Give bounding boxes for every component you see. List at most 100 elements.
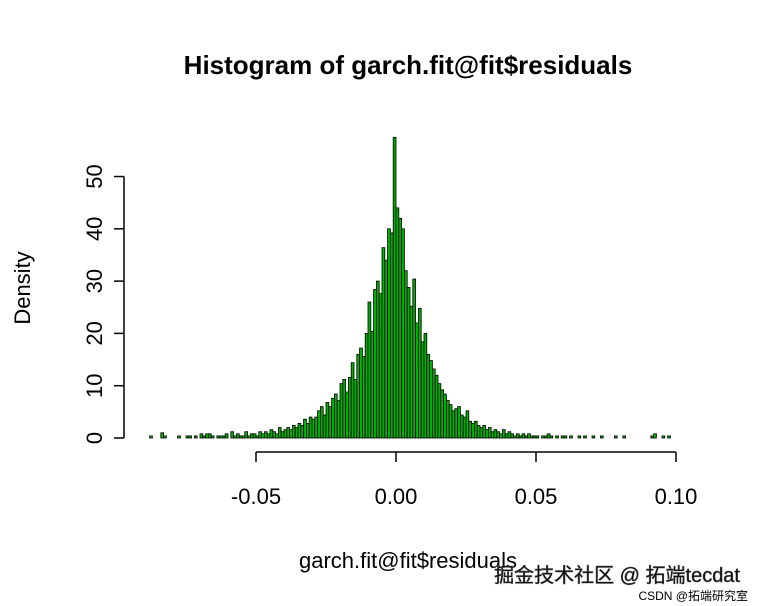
bar <box>535 435 540 439</box>
y-tick-label: 30 <box>82 269 107 293</box>
bar <box>177 435 181 439</box>
bar <box>289 429 293 439</box>
bar <box>600 435 604 439</box>
bar <box>336 399 341 439</box>
bar <box>417 307 422 439</box>
bar <box>322 414 327 439</box>
bar <box>188 435 193 439</box>
bar <box>333 393 338 439</box>
x-tick-label: 0.05 <box>515 484 558 509</box>
bar <box>650 435 654 439</box>
bar <box>395 207 400 439</box>
bar <box>199 433 204 439</box>
bar <box>398 217 402 439</box>
bar <box>241 435 246 439</box>
bar <box>429 360 433 439</box>
bar <box>479 427 484 439</box>
bar <box>420 341 425 439</box>
bar <box>266 433 271 439</box>
bar <box>468 420 472 439</box>
bar <box>216 435 221 439</box>
bar <box>149 435 153 439</box>
bar <box>667 435 671 439</box>
bar <box>544 435 548 439</box>
bar <box>345 391 349 439</box>
bar <box>501 429 506 439</box>
bar <box>207 433 212 439</box>
bar <box>210 435 215 439</box>
bar <box>499 433 503 439</box>
bar <box>272 431 276 439</box>
bar <box>445 399 450 439</box>
bar <box>403 270 408 439</box>
bar <box>205 433 209 439</box>
bar <box>451 410 456 439</box>
x-tick-label: -0.05 <box>231 484 281 509</box>
y-tick-label: 50 <box>82 164 107 188</box>
bar <box>583 435 587 439</box>
bar <box>291 425 296 439</box>
bar <box>252 433 257 439</box>
bar <box>378 293 383 439</box>
bar <box>653 433 657 439</box>
bar <box>518 435 523 439</box>
bar <box>521 433 526 439</box>
y-tick-label: 20 <box>82 321 107 345</box>
bar <box>496 431 500 439</box>
bar <box>516 433 520 439</box>
bar <box>549 435 554 439</box>
bar <box>406 286 411 439</box>
bar <box>482 425 486 439</box>
bar <box>555 435 559 439</box>
bar <box>233 435 237 439</box>
bar <box>530 435 534 439</box>
y-tick-label: 40 <box>82 217 107 241</box>
bar <box>328 406 332 439</box>
bar <box>392 136 397 439</box>
bar <box>426 353 430 439</box>
bar <box>202 435 207 439</box>
bar <box>493 429 498 439</box>
bar <box>440 389 444 439</box>
bar <box>434 374 439 439</box>
bar <box>415 322 419 439</box>
bar <box>473 420 478 439</box>
bar <box>160 432 165 439</box>
bar <box>249 433 254 439</box>
bar <box>300 425 304 439</box>
bar <box>247 435 251 439</box>
bar <box>305 422 310 439</box>
bar <box>569 435 573 439</box>
bar <box>622 435 626 439</box>
bar <box>459 414 464 439</box>
bar <box>375 280 380 439</box>
y-tick-label: 0 <box>82 432 107 444</box>
bar <box>342 379 346 439</box>
bar <box>347 376 352 439</box>
bar <box>224 433 229 439</box>
bar <box>353 379 358 439</box>
bar <box>317 410 321 439</box>
bar <box>412 278 416 439</box>
bar <box>560 435 565 439</box>
x-axis-label: garch.fit@fit$residuals <box>299 548 517 573</box>
bar <box>591 435 596 439</box>
bar <box>485 429 489 439</box>
bar <box>319 406 324 439</box>
y-tick-label: 10 <box>82 373 107 397</box>
watermark: 掘金技术社区 @ 拓端tecdat <box>494 564 740 587</box>
bar <box>339 383 344 439</box>
bar <box>221 435 226 439</box>
bar <box>263 431 268 439</box>
x-tick-label: 0.10 <box>655 484 698 509</box>
bar <box>454 408 458 439</box>
bar <box>359 347 363 439</box>
bar <box>443 393 447 439</box>
bar <box>303 418 307 439</box>
bar <box>373 289 377 439</box>
bar <box>193 435 198 439</box>
bar <box>465 410 470 439</box>
bar <box>325 402 330 439</box>
bar <box>387 228 391 439</box>
bar <box>356 353 360 439</box>
